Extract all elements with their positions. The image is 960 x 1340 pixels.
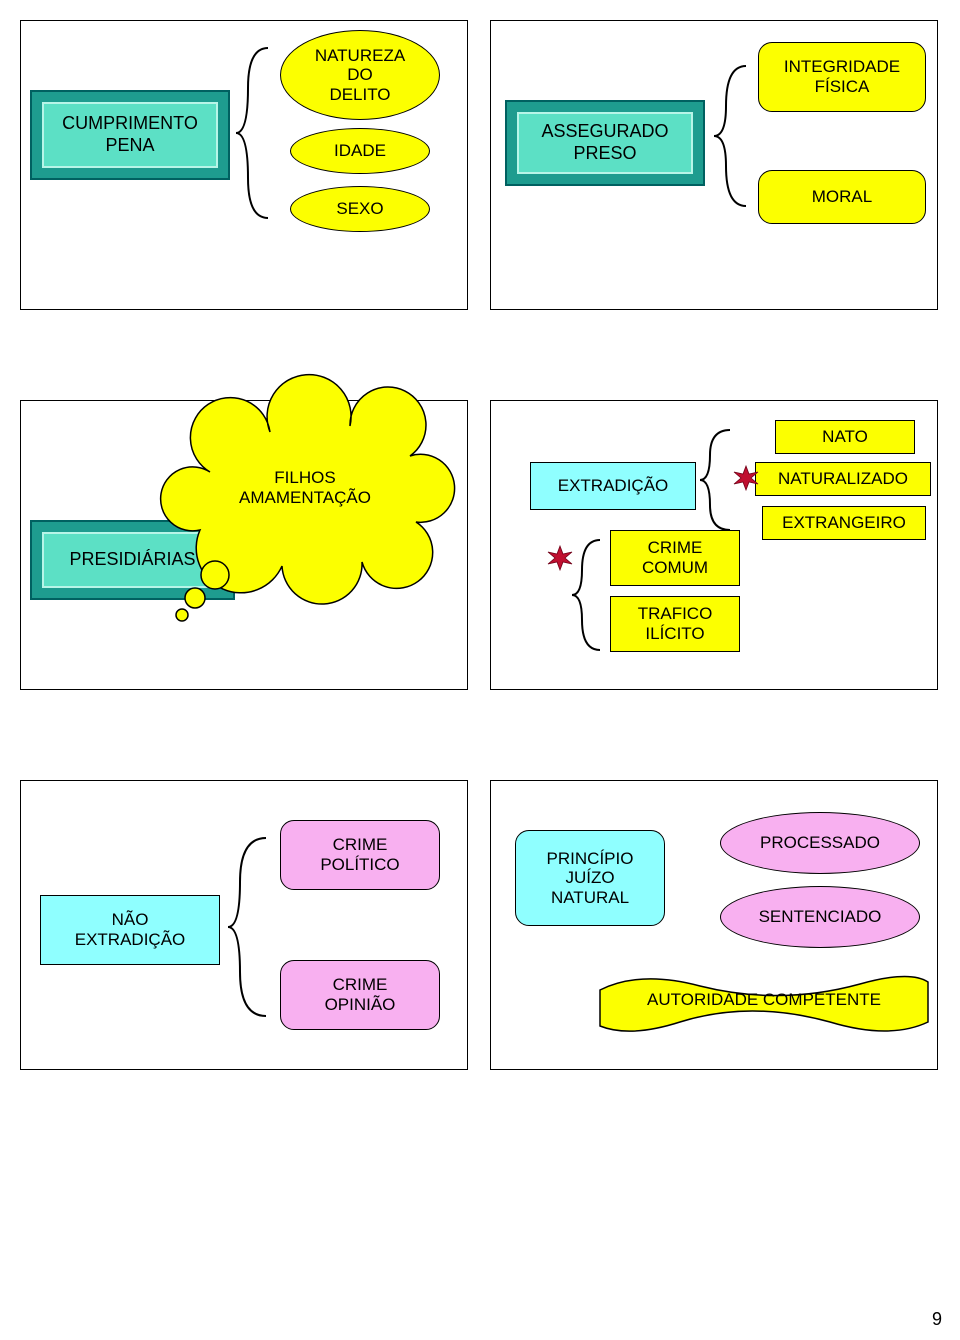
natureza-delito: NATUREZADODELITO [280, 30, 440, 120]
cloud-filhos-label: FILHOSAMAMENTAÇÃO [205, 468, 405, 509]
cumprimento-pena-label: CUMPRIMENTOPENA [42, 102, 218, 168]
sexo: SEXO [290, 186, 430, 232]
crime-opiniao: CRIMEOPINIÃO [280, 960, 440, 1030]
crime-comum: CRIMECOMUM [610, 530, 740, 586]
sentenciado: SENTENCIADO [720, 886, 920, 948]
banner-autoridade-label: AUTORIDADE COMPETENTE [600, 990, 928, 1010]
page-number: 9 [932, 1309, 942, 1330]
assegurado-preso-box: ASSEGURADOPRESO [505, 100, 705, 186]
nao-extradicao: NÃOEXTRADIÇÃO [40, 895, 220, 965]
naturalizado: NATURALIZADO [755, 462, 931, 496]
processado: PROCESSADO [720, 812, 920, 874]
presidiarias-box: PRESIDIÁRIAS [30, 520, 235, 600]
principio-juizo-natural: PRINCÍPIOJUÍZONATURAL [515, 830, 665, 926]
cumprimento-pena-box: CUMPRIMENTOPENA [30, 90, 230, 180]
extradicao: EXTRADIÇÃO [530, 462, 696, 510]
extrangeiro: EXTRANGEIRO [762, 506, 926, 540]
crime-politico: CRIMEPOLÍTICO [280, 820, 440, 890]
nato: NATO [775, 420, 915, 454]
page: CUMPRIMENTOPENA NATUREZADODELITO IDADE S… [0, 0, 960, 1340]
idade: IDADE [290, 128, 430, 174]
integridade-fisica: INTEGRIDADEFÍSICA [758, 42, 926, 112]
moral: MORAL [758, 170, 926, 224]
assegurado-preso-label: ASSEGURADOPRESO [517, 112, 693, 174]
trafico-ilicito: TRAFICOILÍCITO [610, 596, 740, 652]
presidiarias-label: PRESIDIÁRIAS [42, 532, 223, 588]
